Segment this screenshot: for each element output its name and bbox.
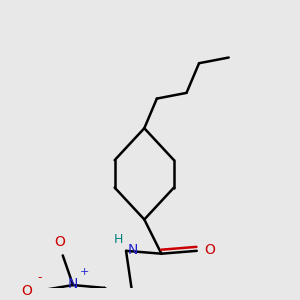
Text: O: O [55,235,65,249]
Text: +: + [80,267,89,277]
Text: O: O [21,284,32,298]
Text: N: N [127,243,138,257]
Text: -: - [38,271,42,284]
Text: H: H [114,233,123,246]
Text: N: N [68,277,78,291]
Text: O: O [204,243,215,257]
